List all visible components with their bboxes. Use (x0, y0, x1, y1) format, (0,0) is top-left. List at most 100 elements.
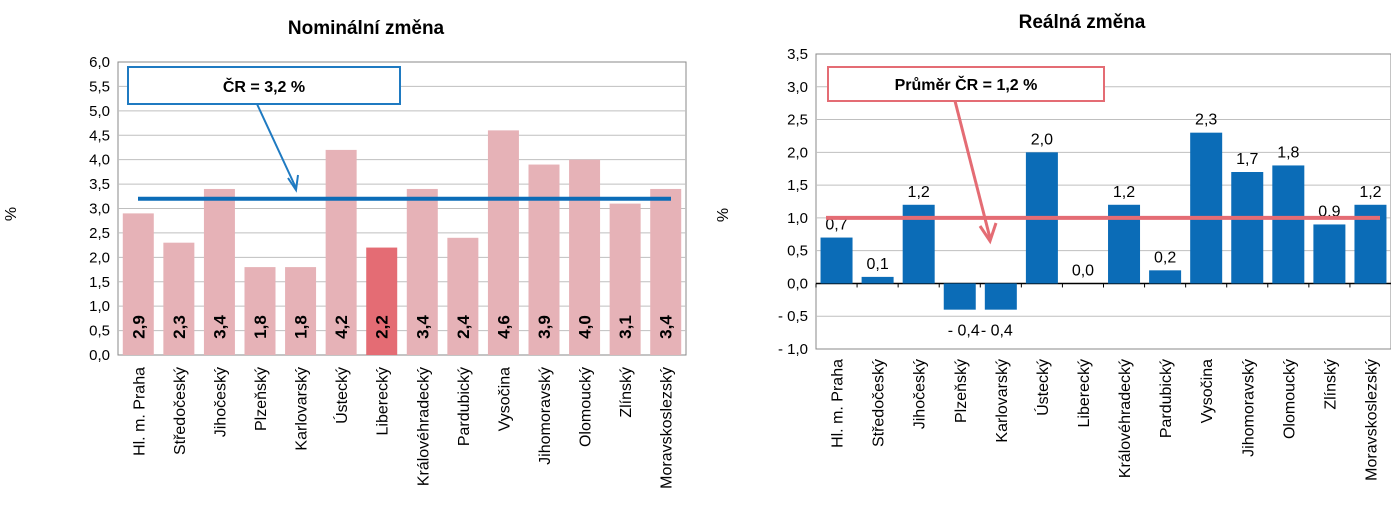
x-tick-label: Moravskoslezský (1363, 359, 1380, 481)
x-tick-label: Hl. m. Praha (131, 367, 148, 456)
bar-value-label: 1,8 (1277, 144, 1299, 161)
x-tick-label: Hl. m. Praha (830, 359, 847, 448)
y-tick-label: 1,5 (787, 177, 808, 194)
bar (1231, 172, 1264, 284)
y-tick-label: 0,5 (787, 243, 808, 260)
bar (1313, 224, 1346, 284)
bar (861, 276, 894, 284)
bar-value-label: 1,7 (1236, 151, 1258, 168)
x-tick-label: Královéhradecký (415, 367, 432, 486)
x-tick-label: Zlínský (618, 367, 635, 418)
bar-value-label: 0,0 (1072, 262, 1094, 279)
bar (984, 283, 1017, 310)
bar (820, 237, 853, 284)
y-tick-label: 5,0 (89, 103, 110, 120)
callout-arrow (256, 103, 297, 189)
x-tick-label: Pardubický (456, 367, 473, 446)
x-tick-label: Zlínský (1322, 359, 1339, 410)
bar (285, 267, 317, 355)
bar-value-label: 4,0 (576, 315, 595, 339)
bar (163, 242, 195, 355)
bar-value-label: 2,0 (1031, 131, 1053, 148)
bar (406, 188, 438, 355)
bar (528, 164, 560, 355)
y-tick-label: - 1,0 (778, 341, 808, 358)
y-tick-label: 0,5 (89, 323, 110, 340)
y-tick-label: 2,5 (89, 225, 110, 242)
x-tick-label: Jihomoravský (1240, 359, 1257, 457)
nominal-change-chart: Nominální změna % 0,0 0,5 1,0 1,5 2,0 2,5 3,0 3… (3, 18, 687, 489)
bar-value-label: 3,1 (616, 315, 635, 339)
y-tick-label: 3,5 (89, 176, 110, 193)
x-tick-label: Olomoucký (1281, 359, 1298, 439)
bar-value-label: 2,3 (1195, 112, 1217, 129)
bar (325, 149, 357, 355)
reference-callout-box (127, 66, 401, 105)
y-tick-label: 2,0 (787, 144, 808, 161)
bar-value-label: 2,9 (129, 315, 148, 339)
chart-title: Nominální změna (288, 18, 445, 39)
y-tick-label: 5,5 (89, 78, 110, 95)
x-tick-label: Jihomoravský (537, 367, 554, 465)
y-tick-label: 1,0 (89, 298, 110, 315)
x-tick-label: Středočeský (871, 359, 888, 447)
bar-value-label: 3,9 (535, 315, 554, 339)
bar-value-label: 3,4 (413, 315, 432, 339)
bar-value-label: 2,2 (373, 315, 392, 339)
bar-value-label: 2,3 (170, 315, 189, 339)
y-tick-label: 1,0 (787, 210, 808, 227)
bar (487, 130, 519, 355)
x-tick-label: Pardubický (1158, 359, 1175, 438)
y-tick-label: 3,0 (787, 79, 808, 96)
y-axis-label: % (715, 208, 732, 222)
y-tick-label: 0,0 (787, 275, 808, 292)
bar-value-label: 0,7 (825, 217, 847, 234)
x-tick-label: Karlovarský (994, 359, 1011, 443)
bar (447, 237, 479, 355)
bar-value-label: 3,4 (657, 315, 676, 339)
x-tick-label: Ústecký (332, 367, 351, 424)
bar-value-label: - 0,4 (981, 323, 1013, 340)
callout-arrow (953, 100, 992, 239)
bar-value-label: - 0,4 (948, 323, 980, 340)
x-tick-label: Středočeský (172, 367, 189, 455)
callout-arrowhead (978, 222, 998, 245)
x-tick-label: Vysočina (496, 367, 513, 431)
x-tick-label: Olomoucký (578, 367, 595, 447)
bar (1190, 132, 1223, 284)
y-tick-label: 4,5 (89, 127, 110, 144)
bar (122, 213, 154, 355)
bar-value-label: 1,8 (251, 315, 270, 339)
x-tick-label: Plzeňský (953, 359, 970, 423)
callout-arrowhead (287, 174, 299, 193)
y-tick-label: 6,0 (89, 54, 110, 71)
y-tick-label: 2,5 (787, 112, 808, 129)
x-tick-label: Královéhradecký (1117, 359, 1134, 478)
y-tick-label: 0,0 (89, 347, 110, 364)
y-tick-label: 3,5 (787, 46, 808, 63)
bar (1149, 270, 1182, 284)
y-tick-label: 4,0 (89, 152, 110, 169)
x-tick-label: Jihočeský (912, 359, 929, 429)
chart-title: Reálná změna (1019, 12, 1146, 33)
bar-value-label: 0,1 (866, 256, 888, 273)
x-tick-label: Liberecký (1076, 359, 1093, 427)
bar (1272, 165, 1305, 284)
bar-value-label: 1,2 (908, 184, 930, 201)
x-tick-label: Plzeňský (253, 367, 270, 431)
x-tick-label: Liberecký (375, 367, 392, 435)
x-tick-label: Moravskoslezský (659, 367, 676, 489)
x-tick-label: Vysočina (1199, 359, 1216, 423)
bar (366, 247, 398, 355)
bar-value-label: 3,4 (210, 315, 229, 339)
bar (609, 203, 641, 355)
y-axis-label: % (3, 207, 20, 221)
bar-value-label: 2,4 (454, 315, 473, 339)
bar (569, 159, 601, 355)
reference-callout-label: Průměr ČR = 1,2 % (895, 75, 1038, 94)
y-tick-label: 1,5 (89, 274, 110, 291)
reference-callout-box (827, 66, 1105, 102)
bar-value-label: 1,2 (1359, 184, 1381, 201)
y-tick-label: 3,0 (89, 201, 110, 218)
